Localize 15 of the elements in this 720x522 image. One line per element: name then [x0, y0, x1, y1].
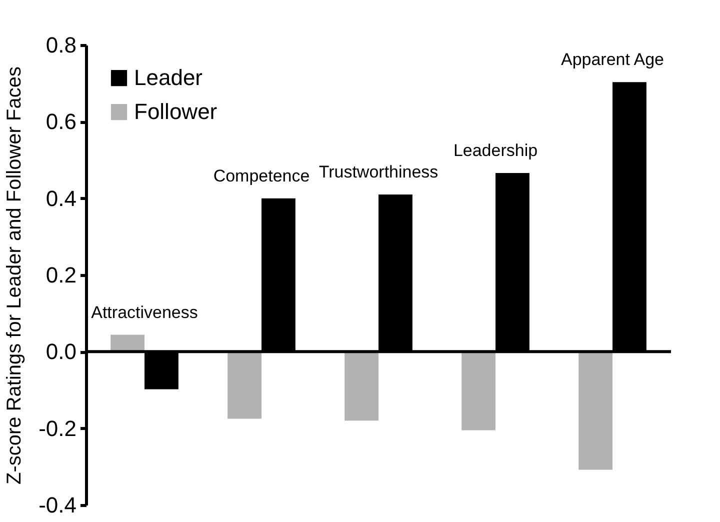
y-tick-label: 0.0	[46, 339, 76, 364]
x-tick-label: Competence	[213, 166, 310, 186]
legend-label: Follower	[134, 99, 218, 124]
y-tick-label: 0.2	[46, 262, 76, 288]
x-tick-label: Leadership	[453, 141, 538, 160]
y-tick-label: 0.8	[46, 32, 76, 58]
y-axis-title: Z-score Ratings for Leader and Follower Faces	[4, 66, 26, 484]
y-tick-label: 0.4	[46, 186, 76, 211]
x-tick-label: Attractiveness	[91, 302, 198, 322]
legend-label: Leader	[134, 65, 203, 90]
y-tick-label: -0.4	[38, 492, 76, 518]
y-tick-label: -0.2	[38, 416, 76, 441]
x-tick-label: Trustworthiness	[318, 162, 438, 182]
y-tick-label: 0.6	[46, 109, 76, 134]
x-tick-label: Apparent Age	[560, 50, 664, 70]
